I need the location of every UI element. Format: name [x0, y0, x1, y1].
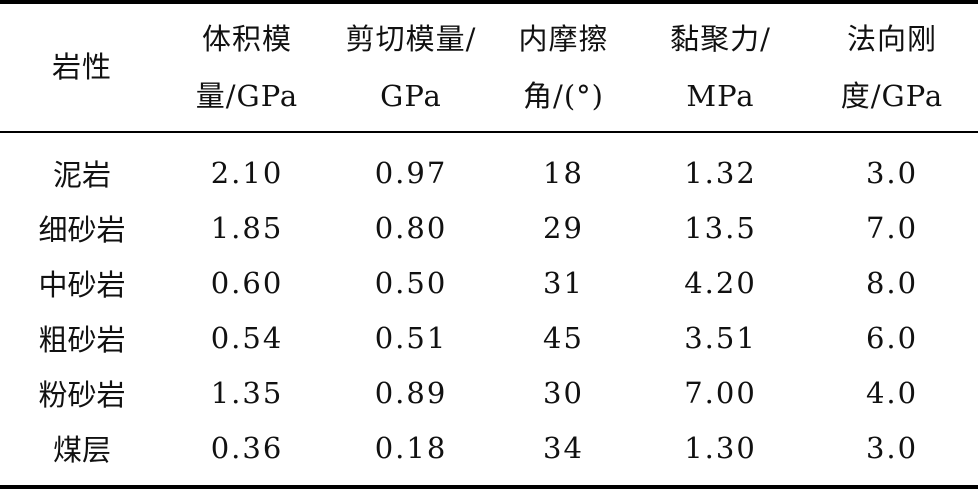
- cell-bulk-modulus: 1.35: [210, 375, 284, 410]
- table-row: 泥岩 2.10 0.97 18 1.32 3.0: [0, 145, 978, 200]
- cell-lithology: 粗砂岩: [38, 322, 126, 357]
- header-line: 剪切模量/: [345, 21, 477, 56]
- header-line: 内摩擦: [518, 21, 609, 56]
- header-line: 岩性: [51, 50, 112, 84]
- table-row: 细砂岩 1.85 0.80 29 13.5 7.0: [0, 200, 978, 255]
- cell-friction-angle: 45: [543, 320, 584, 355]
- header-cohesion: 黏聚力/ MPa: [635, 4, 806, 131]
- header-line: 体积模: [201, 21, 292, 56]
- table-header-row: 岩性 体积模 量/GPa 剪切模量/ GPa 内摩擦 角/(°) 黏聚力/ MP…: [0, 4, 978, 131]
- cell-bulk-modulus: 0.54: [210, 320, 284, 355]
- cell-cohesion: 4.20: [684, 265, 757, 300]
- table-row: 粉砂岩 1.35 0.89 30 7.00 4.0: [0, 365, 978, 420]
- cell-shear-modulus: 0.50: [374, 265, 448, 300]
- header-normal-stiffness: 法向刚 度/GPa: [806, 4, 978, 131]
- cell-normal-stiffness: 6.0: [865, 320, 919, 355]
- cell-friction-angle: 30: [543, 375, 584, 410]
- header-line: GPa: [380, 78, 442, 113]
- header-friction-angle: 内摩擦 角/(°): [492, 4, 635, 131]
- cell-normal-stiffness: 4.0: [865, 375, 919, 410]
- cell-friction-angle: 31: [543, 265, 584, 300]
- table-bottom-rule: [0, 485, 978, 489]
- cell-lithology: 细砂岩: [38, 212, 126, 247]
- header-shear-modulus: 剪切模量/ GPa: [330, 4, 492, 131]
- table-row: 中砂岩 0.60 0.50 31 4.20 8.0: [0, 255, 978, 310]
- cell-cohesion: 1.30: [684, 430, 757, 465]
- cell-shear-modulus: 0.51: [374, 320, 448, 355]
- cell-normal-stiffness: 3.0: [865, 430, 919, 465]
- cell-bulk-modulus: 0.36: [210, 430, 284, 465]
- cell-cohesion: 3.51: [684, 320, 757, 355]
- table-row: 煤层 0.36 0.18 34 1.30 3.0: [0, 420, 978, 475]
- cell-shear-modulus: 0.89: [374, 375, 448, 410]
- header-line: 量/GPa: [195, 78, 299, 113]
- header-line: 法向刚: [846, 21, 937, 56]
- header-line: 度/GPa: [840, 78, 944, 113]
- table-body: 泥岩 2.10 0.97 18 1.32 3.0 细砂岩 1.85 0.80 2…: [0, 145, 978, 475]
- header-lithology: 岩性: [0, 4, 164, 131]
- cell-bulk-modulus: 2.10: [210, 155, 284, 190]
- cell-friction-angle: 29: [543, 210, 584, 245]
- cell-bulk-modulus: 0.60: [210, 265, 284, 300]
- cell-lithology: 粉砂岩: [38, 377, 126, 412]
- cell-shear-modulus: 0.80: [374, 210, 448, 245]
- cell-normal-stiffness: 3.0: [865, 155, 919, 190]
- cell-friction-angle: 18: [543, 155, 584, 190]
- table-top-rule: [0, 0, 978, 4]
- cell-lithology: 泥岩: [52, 157, 111, 192]
- cell-cohesion: 7.00: [684, 375, 757, 410]
- cell-bulk-modulus: 1.85: [210, 210, 284, 245]
- cell-cohesion: 13.5: [684, 210, 757, 245]
- cell-normal-stiffness: 8.0: [865, 265, 919, 300]
- cell-lithology: 中砂岩: [38, 267, 126, 302]
- header-line: 黏聚力/: [670, 21, 771, 56]
- table-header-rule: [0, 131, 978, 133]
- cell-friction-angle: 34: [543, 430, 584, 465]
- table-row: 粗砂岩 0.54 0.51 45 3.51 6.0: [0, 310, 978, 365]
- cell-lithology: 煤层: [52, 432, 111, 467]
- cell-shear-modulus: 0.18: [374, 430, 448, 465]
- header-bulk-modulus: 体积模 量/GPa: [164, 4, 330, 131]
- cell-cohesion: 1.32: [684, 155, 757, 190]
- cell-normal-stiffness: 7.0: [865, 210, 919, 245]
- header-line: 角/(°): [523, 78, 604, 113]
- cell-shear-modulus: 0.97: [374, 155, 448, 190]
- header-line: MPa: [686, 78, 755, 113]
